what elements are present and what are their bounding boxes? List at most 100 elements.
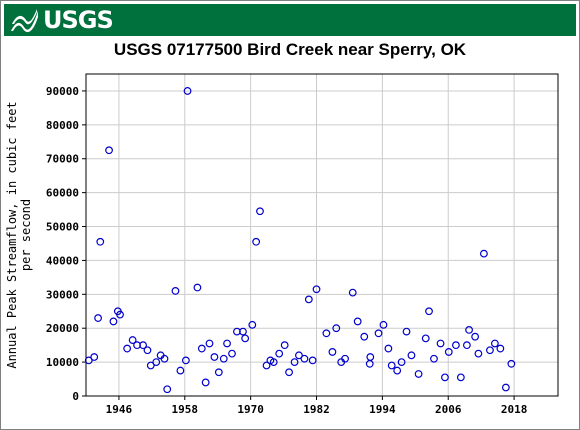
data-point — [300, 354, 309, 363]
data-point — [269, 358, 278, 367]
data-point — [452, 341, 460, 350]
data-point — [171, 287, 180, 295]
data-point — [109, 317, 118, 326]
data-point — [322, 329, 331, 338]
data-point — [384, 344, 393, 353]
plot-border — [85, 73, 559, 397]
data-point — [328, 348, 337, 356]
y-tick-label: 80000 — [46, 119, 79, 132]
data-point — [214, 368, 223, 377]
data-point — [490, 339, 499, 348]
data-point — [486, 346, 494, 355]
data-point — [205, 339, 214, 348]
usgs-wave-icon — [11, 9, 38, 33]
data-point — [160, 354, 169, 363]
data-point — [462, 341, 471, 350]
data-point — [116, 310, 124, 319]
data-point — [146, 361, 155, 370]
x-tick-label: 1946 — [106, 403, 133, 416]
data-point — [219, 354, 228, 363]
data-point — [480, 249, 488, 258]
data-point — [262, 361, 271, 370]
usgs-logo: USGS — [10, 6, 114, 34]
data-point — [94, 314, 102, 322]
data-point — [312, 285, 321, 294]
x-tick-label: 1970 — [237, 403, 264, 416]
data-point — [507, 359, 516, 368]
y-tick-label: 20000 — [46, 322, 79, 335]
x-tick-label: 1994 — [369, 403, 396, 416]
data-point — [407, 351, 416, 360]
data-point — [90, 353, 99, 361]
data-point — [308, 356, 317, 365]
y-axis-title: per second — [19, 199, 33, 271]
data-point — [139, 341, 147, 350]
data-point — [295, 351, 303, 360]
data-point — [374, 329, 383, 338]
data-point — [441, 373, 449, 382]
data-point — [105, 146, 113, 155]
x-tick-label: 1958 — [172, 403, 199, 416]
chart-title: USGS 07177500 Bird Creek near Sperry, OK — [113, 40, 467, 59]
data-point — [290, 358, 299, 367]
data-point — [241, 334, 250, 343]
y-tick-label: 50000 — [46, 221, 79, 234]
data-point — [163, 385, 172, 394]
y-tick-label: 70000 — [46, 153, 79, 166]
usgs-logo-text: USGS — [43, 6, 114, 34]
data-point — [143, 346, 152, 355]
data-point — [496, 344, 505, 353]
x-tick-label: 2018 — [501, 403, 528, 416]
data-point — [248, 320, 257, 329]
data-point — [152, 358, 161, 367]
data-point — [304, 295, 313, 304]
data-point — [96, 237, 105, 246]
data-point — [379, 320, 388, 329]
data-point — [353, 317, 362, 326]
data-point — [456, 373, 465, 382]
data-point — [414, 370, 423, 378]
data-point — [275, 349, 284, 358]
data-point — [402, 327, 411, 336]
data-point — [197, 344, 206, 353]
y-tick-label: 60000 — [46, 187, 79, 200]
data-point — [366, 353, 375, 361]
y-tick-label: 10000 — [46, 356, 79, 369]
data-point — [228, 349, 236, 358]
data-point — [436, 339, 445, 348]
data-point — [425, 307, 433, 316]
data-point — [430, 354, 438, 363]
data-point — [341, 354, 349, 363]
data-point — [471, 332, 480, 341]
x-tick-label: 1982 — [303, 403, 330, 416]
data-point — [474, 349, 483, 358]
data-point — [387, 361, 396, 370]
data-point — [252, 237, 261, 246]
plot-area — [86, 74, 558, 396]
data-point — [176, 366, 185, 375]
data-point — [239, 327, 247, 336]
data-point — [421, 334, 430, 343]
data-point — [223, 339, 231, 348]
y-tick-label: 40000 — [46, 254, 79, 267]
data-point — [501, 383, 510, 392]
data-point — [128, 336, 137, 344]
data-point — [332, 324, 341, 333]
data-point — [285, 368, 293, 377]
data-point — [360, 332, 369, 341]
y-tick-label: 0 — [72, 390, 79, 403]
data-point — [280, 341, 289, 350]
data-point — [444, 348, 453, 356]
data-point — [183, 87, 192, 95]
data-point — [348, 288, 357, 297]
data-point — [201, 378, 210, 387]
data-point — [84, 356, 93, 365]
y-tick-label: 90000 — [46, 85, 79, 98]
x-tick-label: 2006 — [435, 403, 462, 416]
data-point — [397, 358, 406, 367]
data-point — [123, 344, 132, 353]
data-point — [181, 356, 190, 365]
y-axis-title: Annual Peak Streamflow, in cubic feet — [5, 101, 19, 368]
data-point — [193, 283, 202, 292]
